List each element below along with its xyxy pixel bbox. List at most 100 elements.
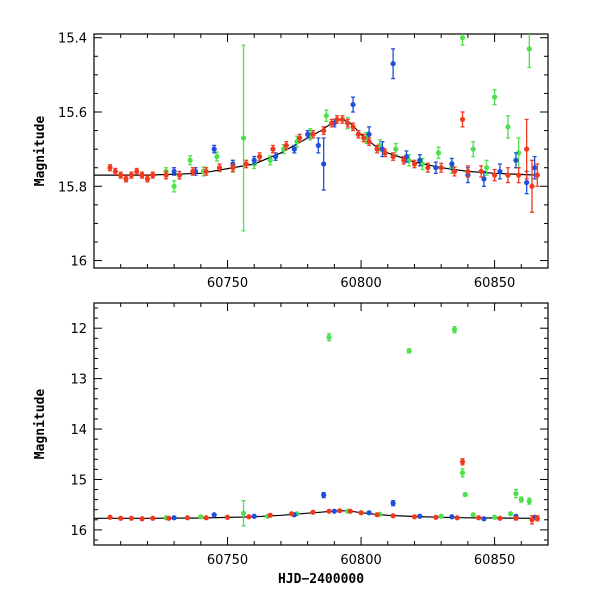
blue-data-point — [251, 513, 257, 519]
red-data-point — [425, 165, 431, 171]
red-data-point — [184, 515, 191, 521]
red-data-point — [505, 172, 511, 178]
green-data-point — [513, 490, 519, 497]
blue-data-point — [379, 146, 386, 152]
red-data-point — [361, 135, 367, 141]
y-tick-label: 15.8 — [58, 180, 87, 195]
red-data-point — [451, 168, 458, 175]
red-data-point — [139, 172, 145, 178]
red-data-point — [203, 168, 209, 175]
red-data-point — [150, 172, 156, 178]
blue-data-point — [513, 157, 519, 163]
red-data-point — [123, 176, 129, 182]
red-data-point — [350, 124, 356, 130]
blue-data-point — [315, 142, 321, 149]
green-data-point — [483, 165, 490, 171]
y-axis-title: Magnitude — [33, 116, 48, 187]
y-tick-label: 16 — [70, 255, 87, 270]
blue-data-point — [497, 168, 503, 175]
red-data-point — [374, 512, 380, 518]
blue-data-point — [331, 508, 337, 514]
green-data-point — [470, 512, 476, 518]
red-data-point — [491, 172, 498, 178]
blue-data-point — [350, 101, 356, 108]
green-data-point — [198, 514, 204, 520]
red-data-point — [297, 135, 303, 141]
red-data-point — [128, 515, 134, 521]
blue-data-point — [403, 153, 410, 160]
red-data-point — [310, 509, 316, 515]
green-data-point — [516, 150, 522, 156]
green-data-point — [438, 513, 444, 519]
green-data-point — [459, 470, 466, 476]
green-data-point — [240, 135, 247, 141]
red-data-point — [459, 459, 466, 465]
green-data-point — [518, 497, 524, 503]
x-tick-label: 60750 — [207, 553, 248, 568]
red-data-point — [118, 172, 124, 178]
red-data-point — [246, 514, 252, 520]
red-data-point — [534, 172, 540, 178]
red-data-point — [144, 176, 151, 182]
red-data-point — [334, 116, 340, 123]
blue-data-point — [171, 168, 177, 175]
blue-data-point — [321, 161, 327, 167]
red-data-point — [203, 515, 209, 521]
green-data-point — [526, 498, 532, 504]
blue-data-point — [321, 492, 327, 498]
y-axis-title: Magnitude — [33, 389, 48, 460]
blue-data-point — [305, 131, 311, 137]
red-data-point — [465, 168, 471, 175]
x-tick-label: 60850 — [474, 276, 515, 291]
x-tick-label: 60800 — [340, 276, 381, 291]
red-data-point — [475, 515, 482, 521]
red-data-point — [529, 183, 535, 189]
blue-data-point — [390, 61, 396, 67]
green-data-point — [214, 153, 220, 160]
blue-data-point — [211, 146, 217, 152]
green-data-point — [267, 157, 273, 163]
green-data-point — [451, 327, 458, 333]
red-data-point — [283, 142, 289, 149]
y-tick-label: 13 — [70, 373, 87, 388]
plot-area — [94, 326, 540, 527]
red-data-point — [326, 508, 332, 514]
red-data-point — [163, 172, 169, 178]
green-data-point — [508, 511, 514, 517]
red-data-point — [411, 161, 418, 167]
blue-data-point — [251, 157, 257, 163]
red-data-point — [270, 146, 276, 152]
red-data-point — [112, 168, 118, 175]
red-data-point — [454, 515, 460, 521]
green-data-point — [505, 124, 511, 130]
x-tick-label: 60750 — [207, 276, 248, 291]
red-data-point — [243, 161, 249, 167]
bottom-panel: 60750 60800 60850 12 13 14 15 16 Magnitude HJD−24… — [33, 302, 549, 587]
green-data-point — [240, 510, 247, 516]
y-tick-label: 16 — [70, 524, 87, 539]
red-data-point — [267, 512, 273, 518]
red-data-point — [216, 165, 223, 171]
red-data-point — [224, 514, 231, 520]
blue-data-point — [417, 513, 423, 519]
red-data-point — [401, 157, 407, 163]
red-data-point — [347, 508, 353, 514]
blue-data-point — [481, 516, 487, 522]
red-data-point — [374, 146, 380, 152]
green-data-point — [526, 46, 532, 52]
blue-data-point — [366, 131, 372, 137]
red-data-point — [321, 127, 327, 134]
red-data-point — [438, 165, 444, 171]
red-data-point — [134, 168, 140, 175]
red-data-point — [339, 116, 345, 123]
red-data-point — [139, 516, 145, 522]
red-data-point — [529, 517, 535, 523]
red-data-point — [230, 165, 236, 171]
red-data-point — [497, 515, 503, 521]
blue-data-point — [433, 165, 439, 171]
green-data-point — [491, 94, 498, 100]
green-data-point — [491, 514, 498, 520]
y-tick-label: 15 — [70, 473, 87, 488]
x-tick-label: 60850 — [474, 553, 515, 568]
green-data-point — [393, 146, 399, 152]
